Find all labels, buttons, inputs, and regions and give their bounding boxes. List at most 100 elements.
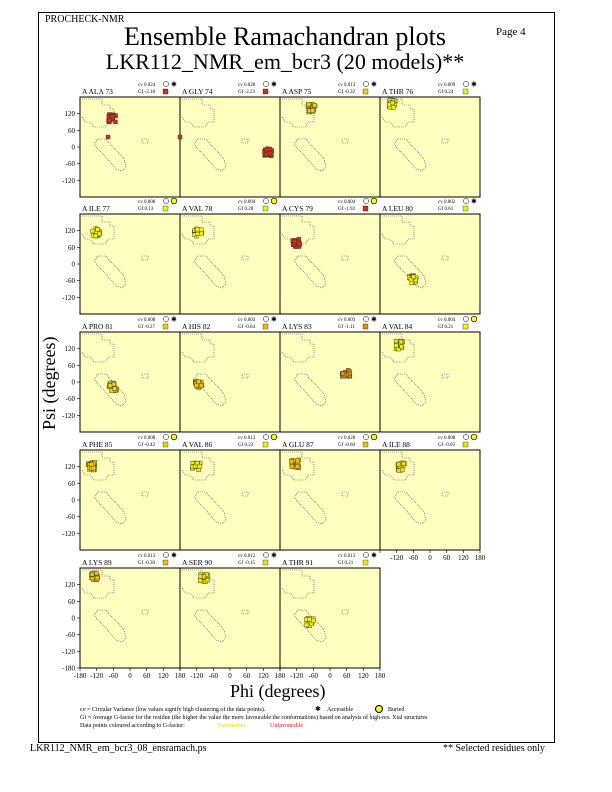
residue-label: A GLU 87 — [282, 440, 314, 449]
cv-value: cv 0.003 — [338, 318, 356, 323]
y-tick-label: 120 — [65, 345, 76, 353]
x-tick-label: 60 — [143, 672, 151, 680]
legend-accessible: Accessible — [327, 707, 353, 713]
x-tick-label: 0 — [328, 672, 332, 680]
panel-bg — [279, 213, 381, 315]
page-number: Page 4 — [496, 26, 526, 38]
allowed-region-outline — [81, 569, 115, 599]
residue-label: A GLY 74 — [182, 87, 213, 96]
residue-label: A ALA 73 — [82, 87, 113, 96]
data-point — [267, 150, 273, 156]
gf-colour-box — [462, 441, 469, 448]
x-tick-label: 60 — [443, 554, 451, 562]
program-name: PROCHECK-NMR — [45, 14, 125, 25]
clock-icon — [363, 81, 369, 87]
gf-value: Gf -0.42 — [138, 443, 155, 448]
cv-value: cv 0.013 — [138, 554, 156, 559]
y-tick-label: 60 — [68, 362, 76, 370]
clock-icon — [363, 434, 369, 440]
allowed-region-outline — [93, 609, 127, 643]
cv-value: cv 0.012 — [238, 554, 256, 559]
data-point — [399, 344, 404, 349]
x-tick-label: -60 — [309, 672, 319, 680]
data-point — [199, 227, 204, 232]
data-point — [312, 103, 317, 108]
y-tick-label: -120 — [62, 294, 75, 302]
x-tick-label: 120 — [158, 672, 169, 680]
y-tick-label: -60 — [66, 631, 76, 639]
panel-bg — [179, 96, 281, 198]
gf-colour-box — [162, 441, 169, 448]
data-point — [398, 339, 404, 345]
clock-icon — [463, 81, 469, 87]
data-point — [198, 574, 203, 579]
data-point — [400, 467, 405, 473]
accessible-icon: ✱ — [271, 552, 277, 560]
data-point — [90, 228, 95, 234]
cv-value: cv 0.002 — [438, 200, 456, 205]
clock-icon — [263, 316, 269, 322]
data-point — [297, 241, 303, 246]
residue-label: A LYS 89 — [82, 558, 112, 567]
clock-icon — [263, 198, 269, 204]
data-point — [267, 146, 273, 152]
gf-value: Gf 0.28 — [238, 207, 254, 212]
allowed-region-outline — [441, 491, 449, 497]
legend-unfavourable: Unfavourable — [270, 723, 303, 729]
allowed-region-outline — [341, 255, 349, 261]
gf-colour-box — [462, 323, 469, 330]
allowed-region-outline — [393, 373, 427, 407]
allowed-region-outline — [293, 491, 327, 525]
x-tick-label: 60 — [243, 672, 251, 680]
gf-value: Gf 0.23 — [238, 443, 254, 448]
gf-value: Gf -1.11 — [338, 325, 355, 330]
allowed-region-outline — [193, 609, 227, 643]
y-tick-label: 0 — [72, 497, 76, 505]
allowed-region-outline — [381, 98, 415, 128]
residue-label: A SER 90 — [182, 558, 212, 567]
clock-icon — [363, 198, 369, 204]
data-point — [111, 381, 117, 387]
gf-value: Gf -0.32 — [338, 90, 355, 95]
data-point — [396, 461, 402, 467]
allowed-region-outline — [341, 491, 349, 497]
y-tick-label: 0 — [72, 615, 76, 623]
accessible-icon: ✱ — [471, 81, 477, 89]
clock-icon — [163, 316, 169, 322]
data-point — [394, 343, 399, 348]
residue-label: A VAL 84 — [382, 322, 413, 331]
allowed-region-outline — [293, 138, 327, 172]
gf-colour-box — [462, 88, 469, 95]
x-tick-label: 180 — [375, 672, 386, 680]
data-point — [263, 147, 269, 153]
panel-bg — [79, 331, 181, 433]
cv-value: cv 0.004 — [338, 200, 356, 205]
legend-buried: Buried — [388, 707, 405, 713]
data-point — [292, 239, 297, 244]
gf-colour-box — [162, 88, 169, 95]
cv-value: cv 0.004 — [238, 200, 256, 205]
residue-label: A THR 91 — [282, 558, 313, 567]
x-tick-label: -60 — [409, 554, 419, 562]
gf-value: Gf -0.30 — [138, 561, 155, 566]
allowed-region-outline — [241, 138, 249, 144]
gf-colour-box — [462, 205, 469, 212]
gf-colour-box — [262, 559, 269, 566]
allowed-region-outline — [281, 98, 315, 128]
gf-value: Gf 0.21 — [338, 561, 354, 566]
x-tick-label: 120 — [358, 672, 369, 680]
allowed-region-outline — [441, 373, 449, 379]
allowed-region-outline — [81, 215, 115, 245]
y-tick-label: -180 — [62, 665, 75, 673]
allowed-region-outline — [281, 569, 315, 599]
buried-icon — [170, 197, 178, 205]
allowed-region-outline — [141, 255, 149, 261]
clock-icon — [463, 316, 469, 322]
data-point — [289, 464, 295, 469]
gf-colour-box — [362, 323, 369, 330]
panel-bg — [279, 96, 381, 198]
gf-colour-box — [262, 441, 269, 448]
gf-value: Gf -2.18 — [138, 90, 155, 95]
accessible-icon: ✱ — [271, 316, 277, 324]
